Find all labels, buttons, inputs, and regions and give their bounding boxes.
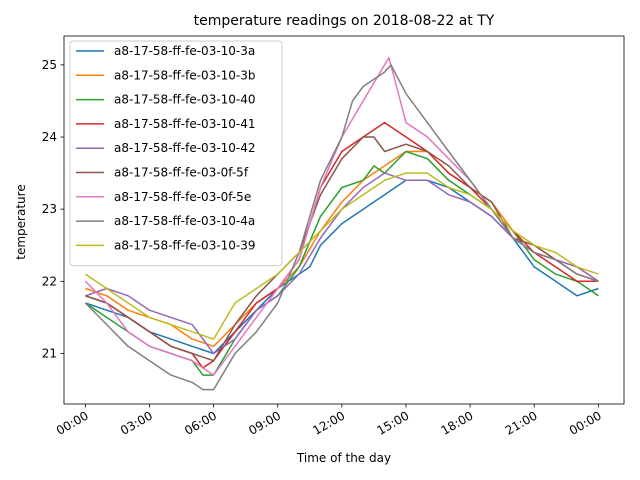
legend-label-5: a8-17-58-ff-fe-03-0f-5f — [114, 166, 249, 180]
legend-label-2: a8-17-58-ff-fe-03-10-40 — [114, 93, 256, 107]
y-tick-label-3: 24 — [42, 130, 57, 144]
legend-label-0: a8-17-58-ff-fe-03-10-3a — [114, 44, 255, 58]
y-axis-ticks: 21 22 23 24 25 — [42, 58, 64, 360]
plot-area — [63, 35, 625, 405]
legend-label-1: a8-17-58-ff-fe-03-10-3b — [114, 68, 256, 82]
y-axis-label: temperature — [14, 184, 28, 259]
legend-label-3: a8-17-58-ff-fe-03-10-41 — [114, 117, 256, 131]
y-tick-label-1: 22 — [42, 274, 57, 288]
series-line-0 — [85, 179, 599, 355]
x-axis-label: Time of the day — [296, 451, 391, 465]
legend-label-8: a8-17-58-ff-fe-03-10-39 — [114, 238, 256, 252]
legend-label-4: a8-17-58-ff-fe-03-10-42 — [114, 141, 256, 155]
legend-label-6: a8-17-58-ff-fe-03-0f-5e — [114, 190, 251, 204]
y-tick-label-4: 25 — [42, 58, 57, 72]
series-lines — [84, 56, 599, 391]
series-line-8 — [84, 172, 599, 340]
series-line-7 — [84, 64, 599, 391]
axes-frame — [63, 35, 625, 405]
chart-title: temperature readings on 2018-08-22 at TY — [194, 13, 495, 29]
legend-box — [69, 40, 283, 267]
y-tick-label-0: 21 — [42, 346, 57, 360]
legend: a8-17-58-ff-fe-03-10-3a a8-17-58-ff-fe-03… — [69, 40, 283, 267]
y-tick-label-2: 23 — [42, 202, 57, 216]
legend-label-7: a8-17-58-ff-fe-03-10-4a — [114, 214, 255, 228]
